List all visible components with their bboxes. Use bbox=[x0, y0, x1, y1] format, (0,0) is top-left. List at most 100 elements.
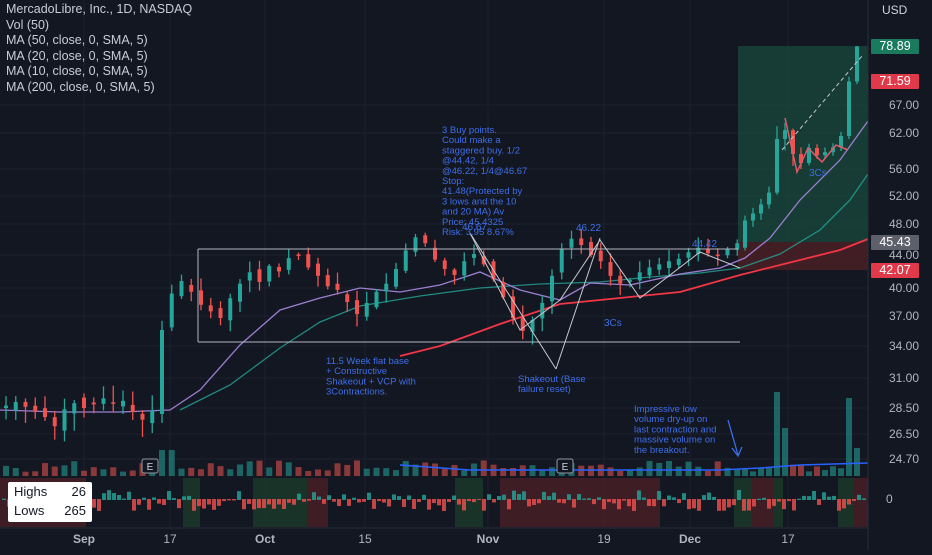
oscillator-bar bbox=[592, 499, 596, 505]
oscillator-bar bbox=[162, 499, 166, 506]
volume-bar bbox=[3, 465, 9, 476]
volume-bar bbox=[285, 462, 292, 476]
oscillator-bar bbox=[612, 499, 616, 504]
legend-indicator-ma200[interactable]: MA (200, close, 0, SMA, 5) bbox=[6, 79, 155, 94]
oscillator-bar bbox=[857, 494, 861, 500]
oscillator-bar bbox=[92, 499, 96, 508]
oscillator-bar bbox=[247, 499, 251, 504]
candle-body bbox=[238, 283, 242, 302]
oscillator-bar bbox=[432, 499, 436, 504]
oscillator-bar bbox=[577, 494, 581, 500]
price-axis-label: 48.00 bbox=[889, 217, 919, 231]
oscillator-bar bbox=[647, 499, 651, 507]
volume-bar bbox=[159, 450, 165, 476]
oscillator-bar bbox=[287, 499, 291, 503]
candle-body bbox=[111, 402, 116, 404]
oscillator-bar bbox=[177, 499, 181, 509]
candle-body bbox=[62, 409, 67, 431]
candle-body bbox=[394, 268, 398, 287]
candle-body bbox=[647, 267, 652, 276]
candle-body bbox=[442, 260, 447, 269]
volume-bar bbox=[539, 470, 546, 476]
oscillator-bar bbox=[322, 499, 326, 504]
price-tag-last: 78.89 bbox=[871, 39, 919, 54]
oscillator-bar bbox=[137, 499, 141, 505]
candle-body bbox=[628, 280, 632, 282]
oscillator-bar bbox=[582, 498, 586, 500]
volume-bar bbox=[90, 467, 97, 476]
candle-body bbox=[433, 247, 437, 260]
candle-body bbox=[657, 264, 662, 270]
volume-bar bbox=[451, 464, 458, 476]
legend-indicator-ma50[interactable]: MA (50, close, 0, SMA, 5) bbox=[6, 33, 148, 47]
candle-body bbox=[23, 401, 28, 407]
oscillator-bar bbox=[127, 491, 131, 500]
highs-lows-panel: Highs 26 Lows 265 bbox=[8, 482, 92, 522]
oscillator-zone bbox=[307, 478, 328, 527]
price-axis-label: 24.70 bbox=[889, 452, 919, 466]
oscillator-bar bbox=[757, 498, 761, 500]
oscillator-bar bbox=[147, 499, 151, 510]
volume-bar bbox=[750, 471, 756, 476]
oscillator-bar bbox=[527, 499, 531, 507]
volume-bar bbox=[510, 467, 516, 476]
oscillator-bar bbox=[362, 499, 366, 502]
oscillator-bar bbox=[617, 499, 621, 510]
volume-bar bbox=[81, 470, 87, 476]
oscillator-bar bbox=[762, 497, 766, 500]
price-axis-label: 56.00 bbox=[889, 162, 919, 176]
oscillator-bar bbox=[522, 491, 526, 500]
oscillator-bar bbox=[567, 494, 571, 500]
oscillator-bar bbox=[202, 499, 206, 509]
price-tag-stop: 42.07 bbox=[871, 263, 919, 278]
volume-bar bbox=[766, 467, 772, 476]
legend-title[interactable]: MercadoLibre, Inc., 1D, NASDAQ bbox=[6, 2, 193, 16]
oscillator-bar bbox=[352, 497, 356, 500]
oscillator-bar bbox=[607, 499, 611, 503]
currency-label[interactable]: USD bbox=[882, 3, 908, 17]
annotation-volume: Impressive low volume dry-up on last contr… bbox=[634, 404, 716, 456]
oscillator-bar bbox=[837, 499, 841, 511]
candle-body bbox=[218, 308, 223, 318]
legend-indicator-ma20[interactable]: MA (20, close, 0, SMA, 5) bbox=[6, 48, 148, 63]
volume-bar bbox=[188, 467, 195, 476]
volume-bar bbox=[607, 467, 614, 476]
volume-bar bbox=[854, 448, 860, 476]
ma200-line bbox=[399, 238, 869, 357]
volume-bar bbox=[256, 460, 263, 476]
volume-bar bbox=[324, 470, 331, 476]
oscillator-bar bbox=[437, 499, 441, 506]
oscillator-bar bbox=[842, 499, 846, 509]
candle-body bbox=[72, 403, 77, 414]
handle-contraction-line bbox=[784, 117, 849, 175]
volume-bar bbox=[295, 467, 302, 476]
oscillator-bar bbox=[222, 499, 226, 502]
candle-body bbox=[706, 248, 710, 254]
oscillator-bar bbox=[407, 495, 411, 500]
earnings-marker bbox=[141, 458, 159, 474]
volume-bar bbox=[814, 466, 820, 476]
oscillator-bar bbox=[152, 497, 156, 500]
candle-body bbox=[511, 296, 515, 318]
oscillator-bar bbox=[197, 499, 201, 507]
annotation-shakeout: Shakeout (Base failure reset) bbox=[518, 374, 586, 395]
legend-indicator-ma10[interactable]: MA (10, close, 0, SMA, 5) bbox=[6, 64, 148, 78]
candle-body bbox=[472, 254, 476, 258]
earnings-label: E bbox=[147, 462, 154, 473]
oscillator-bar bbox=[357, 499, 361, 503]
volume-bar bbox=[790, 464, 796, 476]
time-axis-label: 19 bbox=[597, 532, 611, 546]
oscillator-bar bbox=[742, 499, 746, 511]
volume-bar bbox=[758, 467, 764, 476]
oscillator-bar bbox=[192, 499, 196, 511]
volume-bar bbox=[675, 466, 682, 476]
highs-label: Highs bbox=[14, 484, 48, 499]
oscillator-bar bbox=[807, 496, 811, 500]
candle-body bbox=[189, 284, 194, 292]
oscillator-bar bbox=[532, 499, 536, 505]
oscillator-bar bbox=[702, 495, 706, 500]
legend-indicator-volume[interactable]: Vol (50) bbox=[6, 17, 50, 32]
volume-bar bbox=[217, 466, 224, 476]
candle-body bbox=[364, 302, 369, 317]
